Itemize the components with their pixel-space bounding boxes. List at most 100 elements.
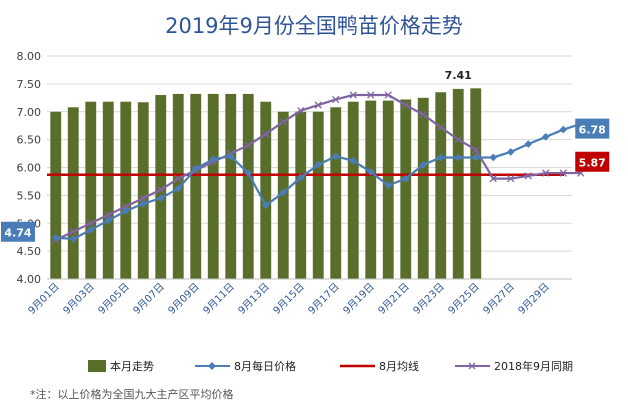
lastyear-point <box>542 169 550 177</box>
daily-point <box>331 152 340 161</box>
daily-point <box>314 160 323 169</box>
x-tick-label: 9月17日 <box>306 281 342 317</box>
daily-point <box>51 233 60 242</box>
daily-point <box>384 181 393 190</box>
lastyear-point <box>384 91 392 99</box>
lastyear-point <box>87 219 95 227</box>
daily-point <box>471 153 480 162</box>
lastyear-point <box>507 174 515 183</box>
x-tick-label: 9月13日 <box>236 281 272 317</box>
bar-day-25 <box>470 88 482 280</box>
daily-point <box>121 207 130 215</box>
lastyear-point <box>472 146 480 154</box>
lastyear-point <box>174 174 182 183</box>
x-tick-label: 9月05日 <box>96 281 132 317</box>
bar-day-13 <box>260 101 272 279</box>
x-tick-label: 9月03日 <box>61 281 97 317</box>
chart-title: 2019年9月份全国鸭苗价格走势 <box>165 14 463 38</box>
daily-point <box>226 152 235 161</box>
bar-day-5 <box>120 101 132 279</box>
daily-start-callout <box>1 221 35 242</box>
bar-day-19 <box>365 100 377 279</box>
lastyear-point <box>314 101 322 109</box>
daily-point <box>156 194 165 202</box>
y-tick-label: 6.00 <box>17 162 42 175</box>
x-tick-label: 9月25日 <box>446 281 482 317</box>
lastyear-point <box>437 123 445 132</box>
daily-point <box>401 174 410 183</box>
daily-point <box>349 157 358 165</box>
bar-day-3 <box>85 101 97 279</box>
lastyear-point <box>367 91 375 99</box>
bar-day-18 <box>347 101 359 279</box>
daily-point <box>559 125 568 134</box>
legend-swatch-bars <box>88 360 106 372</box>
daily-end-callout <box>575 118 610 139</box>
daily-point <box>541 133 550 141</box>
legend-marker-lastyear <box>468 362 476 370</box>
lastyear-point <box>104 211 112 219</box>
lastyear-point <box>454 135 462 144</box>
legend-label-bars: 本月走势 <box>110 359 154 373</box>
x-tick-label: 9月23日 <box>411 281 447 317</box>
lastyear-point <box>489 174 497 183</box>
daily-point <box>191 164 200 173</box>
lastyear-point <box>559 169 567 177</box>
legend-label-avg: 8月均线 <box>379 359 419 373</box>
daily-point <box>454 153 463 162</box>
y-tick-label: 7.50 <box>17 78 42 91</box>
legend: 本月走势 8月每日价格 8月均线 2018年9月同期 <box>88 359 573 373</box>
lastyear-point <box>69 227 77 236</box>
x-tick-label: 9月19日 <box>341 281 377 317</box>
y-tick-label: 5.50 <box>17 189 42 202</box>
daily-point <box>104 216 113 225</box>
daily-point <box>279 188 288 197</box>
x-tick-label: 9月11日 <box>201 281 237 317</box>
bar-day-17 <box>330 107 342 279</box>
daily-point <box>506 148 515 156</box>
lastyear-point <box>244 141 252 149</box>
lastyear-point <box>524 172 532 180</box>
bar-peak-label: 7.41 <box>445 69 472 82</box>
bar-day-2 <box>67 107 79 279</box>
lastyear-point <box>402 101 410 109</box>
daily-end-label: 6.78 <box>579 124 606 137</box>
y-axis: 4.004.505.005.506.006.507.007.508.00 <box>17 50 42 286</box>
daily-point <box>209 155 218 163</box>
y-tick-label: 8.00 <box>17 50 42 63</box>
bar-day-12 <box>242 93 254 279</box>
lastyear-point <box>262 130 270 138</box>
avg-callout <box>575 151 610 172</box>
bar-day-22 <box>417 97 429 279</box>
daily-point <box>174 184 183 193</box>
daily-point <box>419 160 428 169</box>
bar-day-9 <box>190 93 202 279</box>
x-axis: 9月01日 9月03日 9月05日 9月07日 9月09日 9月11日 9月13日 9月15日… <box>26 278 572 317</box>
lastyear-point <box>157 186 165 194</box>
bar-day-1 <box>50 111 62 279</box>
data-labels: 7.41 4.74 6.78 5.87 <box>1 69 610 242</box>
y-tick-label: 4.00 <box>17 273 42 286</box>
daily-point <box>436 153 445 162</box>
lastyear-point <box>139 194 147 202</box>
lastyear-point <box>419 110 427 119</box>
bar-day-15 <box>295 111 307 279</box>
lastyear-point <box>332 95 340 104</box>
daily-point <box>489 153 498 162</box>
daily-point <box>244 169 253 177</box>
lastyear-point <box>279 118 287 126</box>
daily-point <box>139 199 148 208</box>
bar-day-21 <box>400 99 412 279</box>
bar-day-4 <box>102 101 114 279</box>
x-tick-label: 9月01日 <box>26 281 62 317</box>
legend-marker-daily <box>208 362 216 370</box>
daily-point <box>296 173 305 182</box>
bar-day-16 <box>312 111 324 279</box>
bar-series <box>50 88 482 280</box>
bar-day-6 <box>137 102 149 280</box>
bar-day-10 <box>207 93 219 279</box>
footnote: *注：以上价格为全国九大主产区平均价格 <box>30 387 234 401</box>
daily-point <box>69 235 78 243</box>
x-tick-label: 9月07日 <box>131 281 167 317</box>
